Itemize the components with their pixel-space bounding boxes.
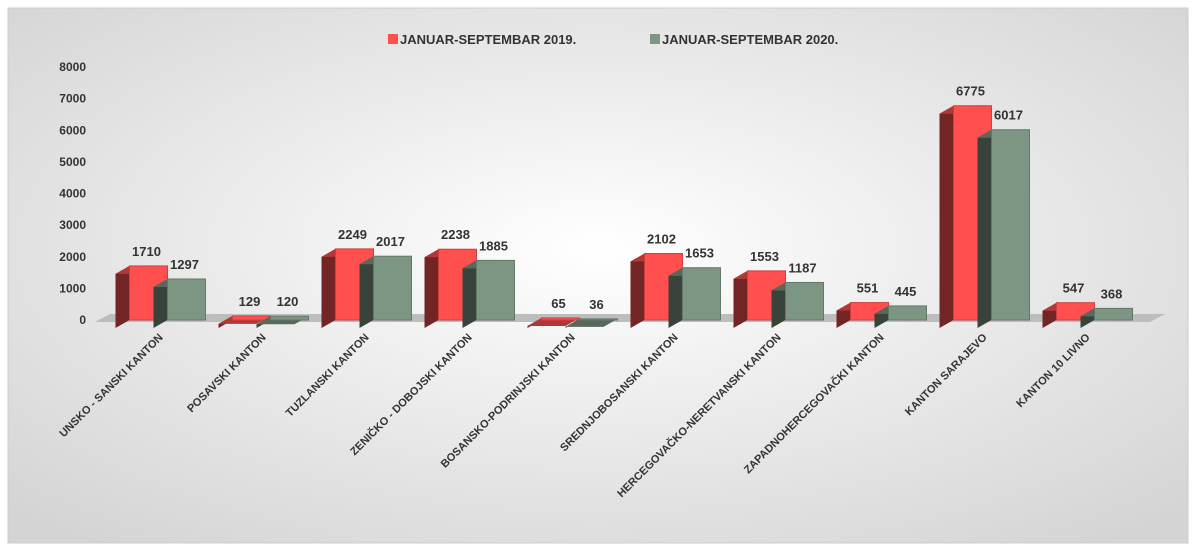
value-label: 6017	[994, 108, 1023, 123]
bar	[359, 255, 412, 328]
legend-swatch	[388, 34, 398, 44]
bar-side	[462, 260, 477, 328]
value-label: 1553	[750, 249, 779, 264]
bar-front	[541, 317, 580, 321]
bar-side	[733, 270, 748, 328]
bar-front	[682, 267, 721, 321]
value-label: 551	[857, 281, 879, 296]
bar-side	[359, 256, 374, 328]
y-tick-label: 7000	[59, 92, 86, 106]
y-tick-label: 1000	[59, 281, 86, 295]
y-tick-label: 4000	[59, 187, 86, 201]
value-label: 65	[551, 296, 565, 311]
bar-front	[232, 315, 271, 321]
bar	[771, 281, 824, 328]
bar-top	[565, 318, 618, 327]
bar-front	[270, 315, 309, 321]
value-label: 129	[239, 294, 261, 309]
value-label: 36	[589, 297, 603, 312]
bar	[668, 267, 721, 328]
bar-front	[167, 278, 206, 321]
value-label: 1710	[132, 244, 161, 259]
bar	[630, 253, 683, 328]
bar-side	[977, 129, 992, 328]
legend-label: JANUAR-SEPTEMBAR 2019.	[400, 32, 576, 47]
bar	[153, 278, 206, 328]
y-tick-label: 5000	[59, 155, 86, 169]
bar-side	[668, 267, 683, 328]
y-tick-label: 8000	[59, 60, 86, 74]
y-tick-label: 6000	[59, 123, 86, 137]
value-label: 547	[1063, 281, 1085, 296]
bar	[874, 305, 927, 328]
bar-front	[888, 305, 927, 321]
legend-label: JANUAR-SEPTEMBAR 2020.	[662, 32, 838, 47]
value-label: 2249	[338, 227, 367, 242]
value-label: 2238	[441, 227, 470, 242]
bar-front	[373, 255, 412, 321]
bar	[977, 129, 1030, 328]
bar-side	[153, 278, 168, 328]
bar-side	[424, 249, 439, 328]
value-label: 368	[1101, 286, 1123, 301]
y-tick-label: 3000	[59, 218, 86, 232]
bar	[1080, 307, 1133, 328]
bar-side	[115, 265, 130, 328]
legend-swatch	[650, 34, 660, 44]
bar	[462, 259, 515, 328]
bar	[565, 318, 618, 328]
bar-front	[1094, 307, 1133, 321]
bar-front	[785, 281, 824, 321]
bar-front	[579, 318, 618, 321]
bar	[836, 302, 889, 328]
bar-side	[321, 248, 336, 328]
bar-front	[476, 259, 515, 321]
value-label: 2102	[647, 232, 676, 247]
value-label: 1297	[170, 257, 199, 272]
bar-side	[630, 253, 645, 328]
legend: JANUAR-SEPTEMBAR 2019. JANUAR-SEPTEMBAR 2…	[388, 32, 838, 47]
y-tick-label: 2000	[59, 250, 86, 264]
bar-front	[991, 129, 1030, 321]
value-label: 6775	[956, 84, 985, 99]
value-label: 1187	[788, 260, 816, 275]
bar-side	[771, 282, 786, 328]
value-label: 1653	[685, 246, 714, 261]
y-tick-label: 0	[79, 313, 86, 327]
value-label: 2017	[376, 234, 405, 249]
bar	[256, 315, 309, 328]
value-label: 445	[895, 284, 917, 299]
bar-side	[939, 105, 954, 328]
value-label: 120	[277, 294, 299, 309]
value-label: 1885	[479, 238, 508, 253]
